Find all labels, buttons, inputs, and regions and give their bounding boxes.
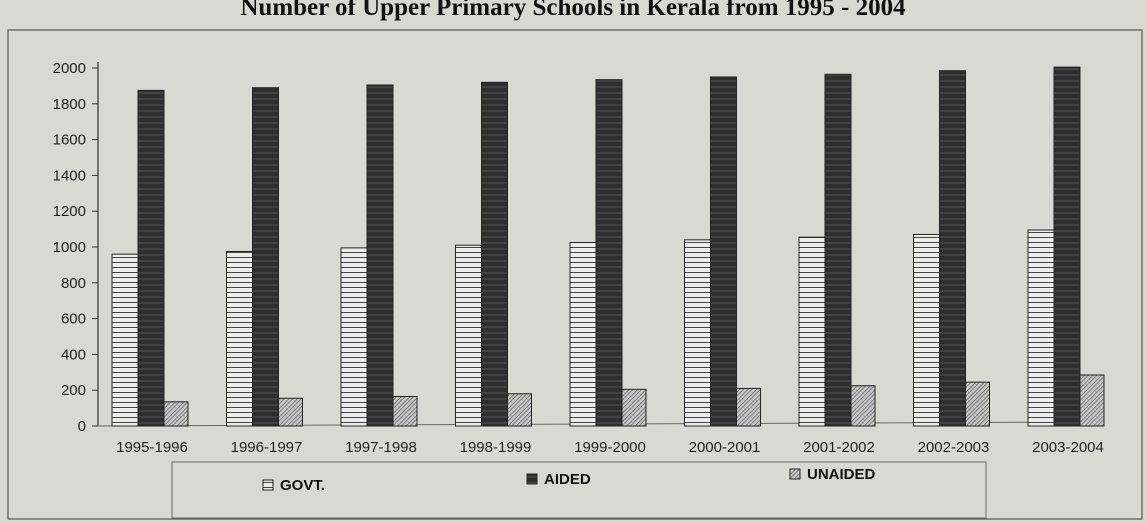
- plot-frame: [7, 29, 1143, 520]
- aided-bar: [595, 79, 623, 427]
- x-tick-label: 1995-1996: [116, 439, 188, 456]
- y-tick-label: 1600: [53, 132, 86, 149]
- x-tick-label: 1997-1998: [345, 439, 417, 456]
- aided-bar: [939, 70, 966, 427]
- unaided-bar: [850, 385, 876, 427]
- chart-title: Number of Upper Primary Schools in Keral…: [240, 0, 906, 21]
- legend-label: UNAIDED: [807, 466, 876, 483]
- unaided-bar: [965, 381, 990, 427]
- y-tick-label: 1800: [53, 96, 86, 113]
- aided-bar: [137, 89, 165, 427]
- legend-label: GOVT.: [280, 477, 325, 494]
- aided-bar: [481, 81, 508, 427]
- y-tick-label: 800: [61, 275, 86, 292]
- legend-label: AIDED: [544, 471, 591, 488]
- aided-bar: [710, 76, 737, 427]
- unaided-bar: [392, 395, 418, 427]
- unaided-bar: [507, 393, 532, 427]
- y-tick-label: 1400: [53, 167, 86, 184]
- unaided-bar: [1079, 374, 1105, 427]
- aided-bar: [1053, 66, 1081, 427]
- govt-legend-swatch: [262, 479, 274, 491]
- legend: GOVT. AIDED UNAIDED: [171, 461, 987, 519]
- aided-legend-swatch: [526, 473, 538, 485]
- x-tick-label: 1998-1999: [460, 439, 532, 456]
- govt-bar: [340, 247, 368, 427]
- y-tick-label: 2000: [53, 60, 86, 77]
- govt-bar: [1027, 229, 1055, 427]
- y-tick-label: 400: [61, 346, 86, 363]
- axis-layer: 0 200 400 600 800 1000 1200 1400 1600 1800 2000 199…: [53, 60, 1104, 456]
- y-tick-label: 1200: [53, 203, 86, 220]
- govt-bar: [798, 236, 826, 427]
- legend-box: [171, 461, 987, 519]
- y-tick-label: 0: [78, 418, 86, 435]
- govt-bar: [913, 233, 940, 427]
- unaided-bar: [278, 397, 303, 427]
- x-tick-label: 1999-2000: [574, 439, 646, 456]
- aided-bar: [366, 84, 394, 427]
- x-tick-label: 2000-2001: [689, 439, 761, 456]
- unaided-bar: [621, 388, 647, 427]
- govt-bar: [569, 242, 597, 427]
- y-tick-label: 200: [61, 382, 86, 399]
- govt-bar: [111, 253, 139, 427]
- unaided-bar: [736, 387, 761, 427]
- aided-bar: [252, 87, 279, 427]
- bar-layer: [111, 66, 1105, 427]
- x-tick-label: 2003-2004: [1032, 439, 1104, 456]
- unaided-legend-swatch: [789, 468, 801, 480]
- x-tick-label: 2001-2002: [803, 439, 875, 456]
- aided-bar: [824, 73, 852, 427]
- govt-bar: [684, 239, 711, 427]
- govt-bar: [455, 244, 482, 427]
- govt-bar: [226, 250, 253, 427]
- y-tick-label: 1000: [53, 239, 86, 256]
- unaided-bar: [163, 401, 189, 427]
- x-tick-label: 1996-1997: [231, 439, 303, 456]
- y-tick-label: 600: [61, 311, 86, 328]
- x-tick-label: 2002-2003: [918, 439, 990, 456]
